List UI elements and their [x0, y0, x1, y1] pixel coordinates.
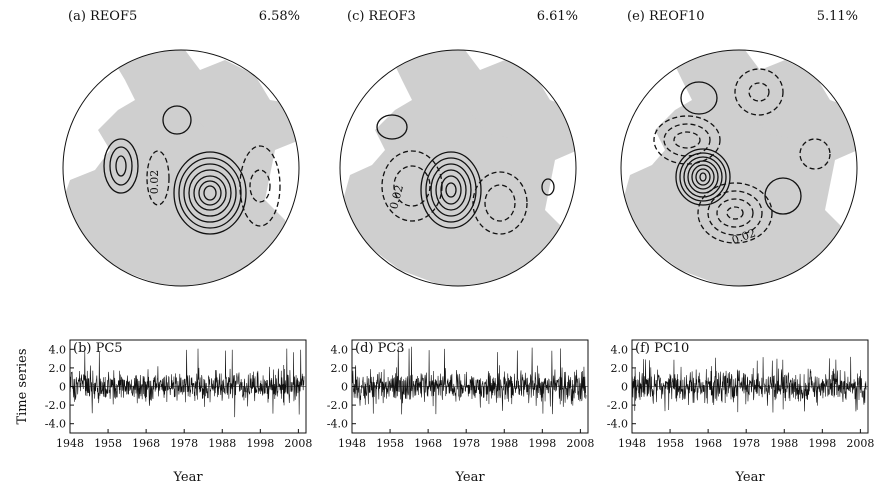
y-tick-label: 0: [341, 381, 348, 394]
x-tick-label: 1948: [338, 437, 366, 450]
y-tick-label: 2.0: [331, 362, 349, 375]
contour-negative-northeast: [734, 68, 784, 116]
x-tick-label: 1998: [246, 437, 274, 450]
x-tick-label: 1948: [618, 437, 646, 450]
contour-positive-center: [173, 151, 247, 235]
x-tick-label: 1968: [132, 437, 160, 450]
map-title: (e) REOF10: [627, 9, 704, 24]
y-tick-label: 4.0: [331, 343, 349, 356]
map-variance: 5.11%: [817, 9, 858, 24]
pc-series-line: [351, 346, 587, 415]
timeseries-panel-d: 4.0 2.0 0 -2.0 -4.0 1948 1958 1968 1978 1988 1998 2…: [327, 339, 594, 485]
pc-title: (f) PC10: [635, 341, 689, 356]
pc-title: (b) PC5: [73, 341, 123, 356]
pc-series-line: [69, 348, 305, 418]
timeseries-panel-f: 4.0 2.0 0 -2.0 -4.0 1948 1958 1968 1978 1988 1998 2…: [607, 339, 874, 485]
x-axis-title: Year: [454, 470, 485, 485]
contour-positive-north: [162, 105, 192, 135]
contour-positive-west: [103, 138, 139, 194]
land-mask: [343, 50, 576, 286]
x-tick-label: 1958: [656, 437, 684, 450]
map-variance: 6.61%: [537, 9, 578, 24]
timeseries-panel-b: 4.0 2.0 0 -2.0 -4.0 1948 1958 1968 1978 1988 1998 2…: [15, 339, 312, 485]
x-tick-label: 1968: [414, 437, 442, 450]
x-tick-label: 1978: [452, 437, 480, 450]
x-axis-title: Year: [734, 470, 765, 485]
y-tick-label: 2.0: [49, 362, 67, 375]
map-boundary: [62, 49, 300, 287]
y-tick-label: 0: [621, 381, 628, 394]
map-title: (a) REOF5: [68, 9, 137, 24]
contour-positive-center: [420, 151, 482, 229]
contour-label: 0.02: [148, 170, 161, 195]
contour-negative-east: [799, 138, 831, 170]
y-tick-label: 4.0: [49, 343, 67, 356]
map-boundary: [620, 49, 858, 287]
pc-title: (d) PC3: [355, 341, 405, 356]
y-tick-label: 4.0: [611, 343, 629, 356]
map-variance: 6.58%: [259, 9, 300, 24]
x-tick-label: 1978: [732, 437, 760, 450]
contour-negative-east: [239, 145, 281, 227]
map-title: (c) REOF3: [347, 9, 416, 24]
contour-positive-southeast: [764, 177, 802, 215]
y-tick-label: 2.0: [611, 362, 629, 375]
x-tick-label: 1998: [808, 437, 836, 450]
y-tick-label: -2.0: [45, 399, 66, 412]
contour-negative-east: [472, 171, 528, 235]
y-tick-label: -4.0: [607, 418, 628, 431]
y-tick-label: -2.0: [327, 399, 348, 412]
y-tick-label: -4.0: [327, 418, 348, 431]
contour-positive-northwest: [376, 114, 408, 140]
x-tick-label: 2008: [566, 437, 594, 450]
y-axis-title: Time series: [15, 348, 30, 424]
x-tick-label: 1958: [376, 437, 404, 450]
x-tick-label: 1988: [770, 437, 798, 450]
x-tick-label: 1988: [490, 437, 518, 450]
contour-negative-west: [653, 115, 721, 165]
pc-series-line: [631, 356, 867, 413]
x-tick-label: 1988: [208, 437, 236, 450]
contour-positive-center: [675, 148, 731, 206]
x-tick-label: 1958: [94, 437, 122, 450]
contour-positive-north: [680, 81, 718, 115]
x-tick-label: 2008: [846, 437, 874, 450]
contour-negative-center: [146, 150, 170, 206]
y-tick-label: -4.0: [45, 418, 66, 431]
contour-positive-east: [541, 178, 555, 196]
land-mask: [623, 50, 857, 286]
x-tick-label: 1948: [56, 437, 84, 450]
map-panel-c: (c) REOF3 6.61% 0.02: [339, 9, 578, 287]
y-tick-label: 0: [59, 381, 66, 394]
contour-label: 0.02: [387, 184, 406, 211]
x-tick-label: 2008: [284, 437, 312, 450]
x-tick-label: 1998: [528, 437, 556, 450]
map-panel-e: (e) REOF10 5.11%: [620, 9, 858, 287]
x-axis-title: Year: [172, 470, 203, 485]
x-tick-label: 1978: [170, 437, 198, 450]
map-panel-a: (a) REOF5 6.58%: [62, 9, 300, 287]
contour-negative-south: [697, 182, 773, 244]
x-tick-label: 1968: [694, 437, 722, 450]
y-tick-label: -2.0: [607, 399, 628, 412]
map-boundary: [339, 49, 577, 287]
